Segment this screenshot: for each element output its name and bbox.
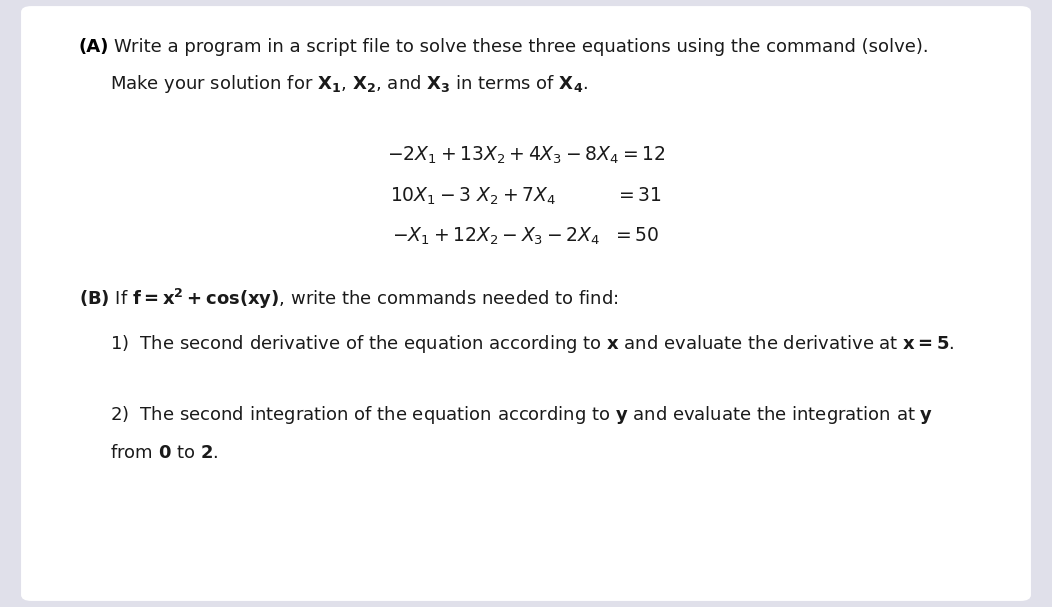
Text: $-2X_1 + 13X_2 + 4X_3 - 8X_4 = 12$: $-2X_1 + 13X_2 + 4X_3 - 8X_4 = 12$ [387,145,665,166]
Text: (A): (A) [79,38,109,56]
Text: $\mathbf{(B)}$ If $\mathbf{f = x^2 + cos(xy)}$, write the commands needed to fin: $\mathbf{(B)}$ If $\mathbf{f = x^2 + cos… [79,287,619,311]
Text: Make your solution for $\mathbf{X_1}$, $\mathbf{X_2}$, and $\mathbf{X_3}$ in ter: Make your solution for $\mathbf{X_1}$, $… [110,73,588,95]
Text: 2)  The second integration of the equation according to $\mathbf{y}$ and evaluat: 2) The second integration of the equatio… [110,404,934,426]
Text: from $\mathbf{0}$ to $\mathbf{2}$.: from $\mathbf{0}$ to $\mathbf{2}$. [110,444,219,463]
Text: Write a program in a script file to solve these three equations using the comman: Write a program in a script file to solv… [114,38,928,56]
Text: 1)  The second derivative of the equation according to $\mathbf{x}$ and evaluate: 1) The second derivative of the equation… [110,333,955,355]
Text: $10X_1 - 3\ X_2 + 7X_4 \qquad\quad\; = 31$: $10X_1 - 3\ X_2 + 7X_4 \qquad\quad\; = 3… [390,186,662,207]
Text: $- X_1 + 12X_2 - X_3 - 2X_4\ \ = 50$: $- X_1 + 12X_2 - X_3 - 2X_4\ \ = 50$ [392,226,660,248]
